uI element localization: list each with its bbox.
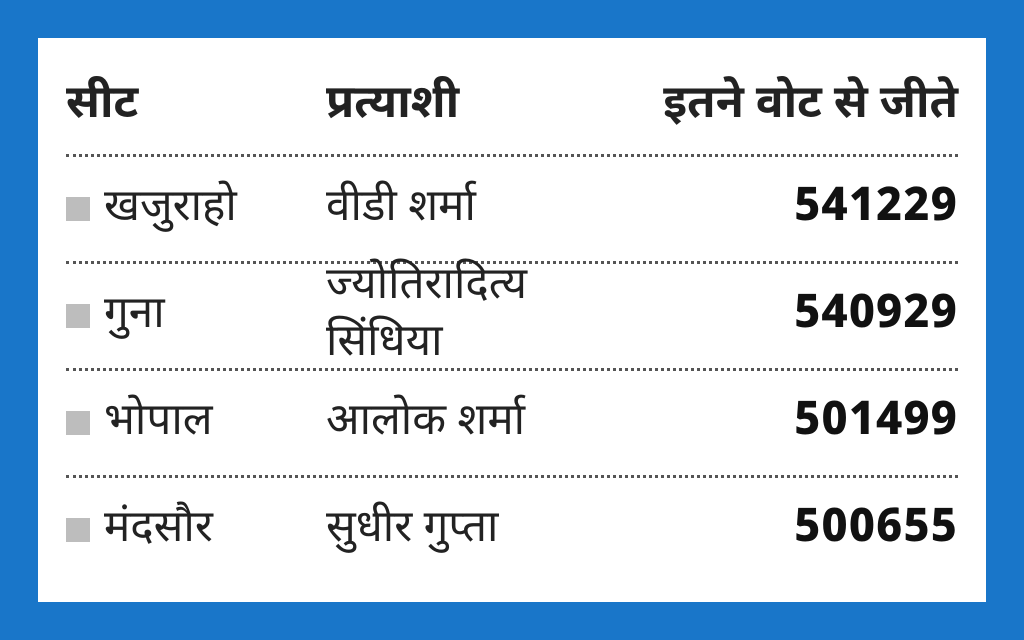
cell-candidate: आलोक शर्मा (326, 395, 525, 452)
table-row: गुना ज्योतिरादित्य सिंधिया 540929 (66, 264, 958, 368)
cell-seat: खजुराहो (104, 181, 237, 238)
cell-candidate: सुधीर गुप्ता (326, 502, 498, 559)
cell-candidate: वीडी शर्मा (326, 181, 476, 238)
square-bullet-icon (66, 518, 90, 542)
square-bullet-icon (66, 304, 90, 328)
header-candidate: प्रत्याशी (326, 76, 459, 136)
table-row: मंदसौर सुधीर गुप्ता 500655 (66, 478, 958, 582)
table-row: खजुराहो वीडी शर्मा 541229 (66, 157, 958, 261)
cell-votes: 541229 (794, 179, 958, 239)
table-header-row: सीट प्रत्याशी इतने वोट से जीते (66, 58, 958, 154)
cell-votes: 500655 (794, 500, 958, 560)
cell-seat: गुना (104, 288, 165, 345)
header-seat: सीट (66, 76, 138, 136)
cell-votes: 540929 (794, 286, 958, 346)
results-table-card: सीट प्रत्याशी इतने वोट से जीते खजुराहो व… (36, 36, 988, 604)
table-row: भोपाल आलोक शर्मा 501499 (66, 371, 958, 475)
cell-votes: 501499 (794, 393, 958, 453)
square-bullet-icon (66, 197, 90, 221)
header-votes: इतने वोट से जीते (663, 76, 958, 136)
square-bullet-icon (66, 411, 90, 435)
cell-seat: मंदसौर (104, 502, 213, 559)
cell-seat: भोपाल (104, 395, 213, 452)
cell-candidate: ज्योतिरादित्य सिंधिया (326, 259, 638, 373)
